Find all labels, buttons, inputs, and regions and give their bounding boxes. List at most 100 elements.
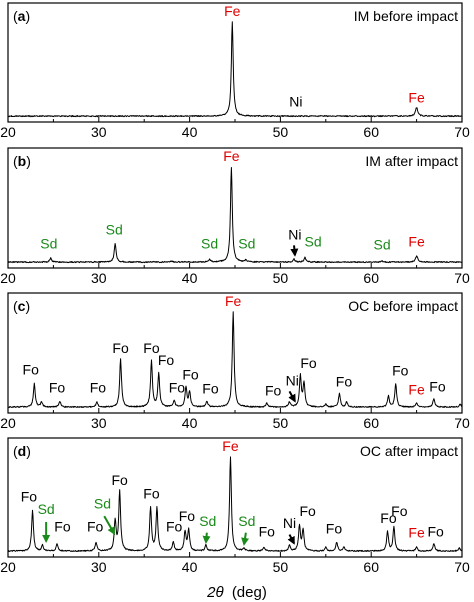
phase-label: Fe — [225, 293, 242, 309]
xrd-trace — [7, 21, 462, 118]
phase-label: Fe — [224, 3, 241, 19]
x-tick-label: 30 — [91, 270, 107, 286]
pointer-arrow — [103, 515, 116, 536]
xrd-trace — [7, 456, 463, 552]
phase-label: Fo — [169, 379, 186, 395]
x-tick-label: 30 — [91, 559, 107, 575]
panel-letter: (b) — [13, 153, 31, 169]
phase-label: Ni — [288, 227, 301, 243]
phase-label: Fo — [265, 382, 282, 398]
x-tick-label: 40 — [182, 415, 198, 431]
phase-label: Sd — [40, 235, 57, 251]
phase-label: Fo — [143, 486, 160, 502]
phase-label: Fo — [23, 362, 40, 378]
phase-label: Fo — [259, 524, 276, 540]
phase-label: Fe — [222, 438, 239, 454]
x-tick-label: 50 — [273, 559, 289, 575]
phase-label: Fe — [408, 525, 425, 541]
x-tick-label: 50 — [273, 415, 289, 431]
x-tick-label: 70 — [454, 270, 470, 286]
phase-label: Sd — [305, 233, 322, 249]
pointer-arrow — [202, 532, 211, 544]
panel-letter: (a) — [13, 8, 30, 24]
pointer-arrow — [290, 245, 299, 257]
x-axis-label-var: 2θ — [206, 584, 223, 601]
x-tick-label: 60 — [363, 415, 379, 431]
x-tick-label: 40 — [182, 559, 198, 575]
xrd-trace — [7, 311, 463, 408]
phase-label: Fo — [158, 352, 175, 368]
x-tick-label: 60 — [363, 559, 379, 575]
phase-label: Fo — [326, 521, 343, 537]
phase-label: Fe — [223, 148, 240, 164]
panel-title: OC before impact — [348, 298, 458, 314]
panel-title: IM after impact — [365, 153, 458, 169]
phase-label: Fo — [54, 519, 71, 535]
phase-label: Fe — [408, 90, 425, 106]
x-tick-label: 40 — [182, 124, 198, 140]
x-tick-label: 20 — [0, 559, 16, 575]
phase-label: Sd — [199, 513, 216, 529]
x-tick-label: 30 — [91, 415, 107, 431]
x-axis-label: 2θ (deg) — [206, 584, 267, 601]
panel-b: 20 30 40 50 60 70 (b) IM after impact Sd Sd Sd Fe Sd… — [0, 147, 470, 286]
phase-label: Ni — [286, 373, 299, 389]
phase-label: Sd — [38, 501, 55, 517]
phase-label: Fo — [391, 503, 408, 519]
pointer-arrow — [288, 390, 296, 403]
phase-label: Fo — [166, 519, 183, 535]
panel-a: 20 30 40 50 60 70 (a) IM before impact Fe Ni Fe — [0, 2, 470, 140]
panel-letter-text: c — [18, 298, 26, 314]
phase-label: Ni — [283, 515, 296, 531]
phase-label: Fo — [427, 524, 444, 540]
x-tick-label: 30 — [91, 124, 107, 140]
panel-letter-text: d — [18, 443, 27, 459]
phase-label: Sd — [201, 235, 218, 251]
panel-letter: (c) — [13, 298, 30, 314]
phase-label: Fo — [392, 363, 409, 379]
x-tick-label: 70 — [454, 124, 470, 140]
phase-label: Sd — [94, 495, 111, 511]
panel-title: IM before impact — [354, 8, 458, 24]
phase-label: Fo — [143, 340, 160, 356]
phase-label: Fo — [87, 519, 104, 535]
x-tick-label: 60 — [363, 124, 379, 140]
phase-label: Fo — [49, 379, 66, 395]
phase-label: Sd — [238, 513, 255, 529]
phase-label: Fe — [408, 381, 425, 397]
phase-label: Sd — [238, 235, 255, 251]
phase-label: Fe — [408, 233, 425, 249]
x-tick-label: 20 — [0, 270, 16, 286]
x-tick-label: 70 — [454, 415, 470, 431]
phase-label: Fo — [21, 489, 38, 505]
phase-label: Fo — [202, 380, 219, 396]
panels-group: 20 30 40 50 60 70 (a) IM before impact Fe Ni Fe 20 3… — [0, 2, 470, 575]
phase-label: Fo — [112, 340, 129, 356]
phase-label: Fo — [179, 508, 196, 524]
x-tick-label: 20 — [0, 415, 16, 431]
phase-label: Fo — [336, 373, 353, 389]
phase-label: Sd — [106, 222, 123, 238]
phase-label: Fo — [90, 379, 107, 395]
x-tick-label: 60 — [363, 270, 379, 286]
x-tick-label: 40 — [182, 270, 198, 286]
panel-letter-text: b — [18, 153, 27, 169]
x-axis-label-unit: (deg) — [232, 584, 267, 601]
phase-label: Sd — [374, 236, 391, 252]
panel-letter: (d) — [13, 443, 31, 459]
phase-label: Fo — [380, 510, 397, 526]
phase-label: Fo — [182, 367, 199, 383]
x-tick-label: 20 — [0, 124, 16, 140]
phase-label: Fo — [112, 472, 129, 488]
xrd-trace — [7, 167, 463, 264]
pointer-arrow — [241, 532, 250, 546]
phase-label: Fo — [300, 355, 317, 371]
phase-label: Ni — [289, 93, 302, 109]
phase-label: Fo — [299, 503, 316, 519]
x-tick-label: 50 — [273, 124, 289, 140]
x-tick-label: 70 — [454, 559, 470, 575]
x-tick-label: 50 — [273, 270, 289, 286]
